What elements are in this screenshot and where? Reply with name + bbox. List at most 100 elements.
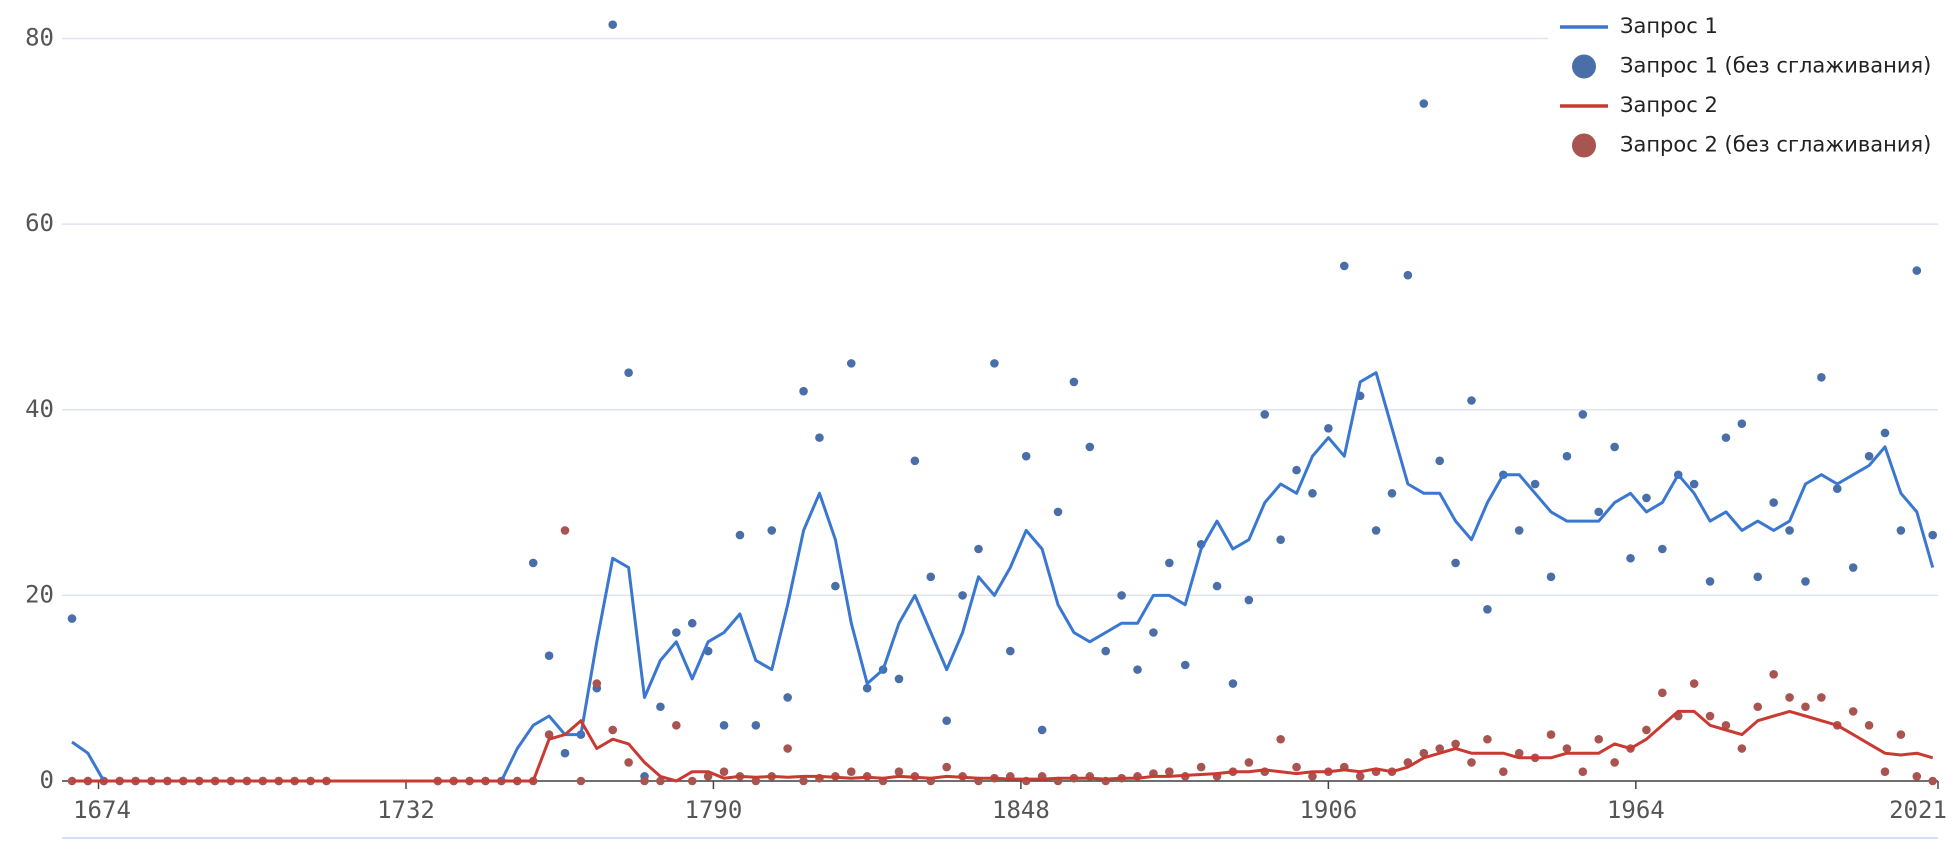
data-point: [894, 767, 904, 777]
data-point: [1785, 526, 1794, 535]
data-point: [846, 359, 856, 368]
data-point: [1499, 767, 1508, 777]
data-point: [1801, 577, 1810, 586]
data-point: [1467, 396, 1476, 405]
data-point: [1483, 605, 1492, 614]
data-point: [926, 572, 936, 582]
data-point: [67, 614, 77, 623]
data-point: [1165, 558, 1174, 568]
data-point: [1562, 451, 1572, 461]
data-point: [1880, 428, 1890, 438]
data-point: [1514, 526, 1524, 535]
x-tick-label: 1674: [73, 796, 131, 824]
data-point: [1514, 748, 1524, 758]
data-point: [592, 679, 602, 688]
data-point: [719, 767, 729, 777]
data-point: [958, 591, 967, 600]
data-point: [1546, 730, 1556, 739]
data-point: [974, 544, 983, 554]
legend-dot: [1572, 133, 1596, 158]
data-point: [910, 456, 920, 466]
data-point: [1387, 489, 1397, 498]
data-point: [1594, 507, 1604, 517]
data-point: [1435, 744, 1444, 753]
data-point: [767, 526, 777, 535]
data-point: [1801, 702, 1810, 712]
data-point: [1021, 451, 1031, 461]
data-point: [576, 776, 586, 786]
data-point: [1880, 767, 1890, 777]
data-point: [1737, 419, 1747, 429]
data-point: [751, 721, 761, 730]
y-tick-label: 20: [25, 580, 54, 608]
data-point: [1785, 693, 1794, 702]
data-point: [1705, 577, 1715, 586]
series-line: [72, 709, 1934, 783]
x-tick-label: 1732: [377, 796, 435, 824]
data-point: [990, 359, 999, 368]
data-point: [1260, 410, 1270, 419]
x-tick-label: 1906: [1299, 796, 1357, 824]
data-point: [560, 748, 570, 758]
data-point: [1610, 442, 1619, 452]
data-point: [1419, 748, 1429, 758]
data-point: [560, 526, 570, 535]
data-point: [1848, 563, 1858, 572]
data-point: [1769, 669, 1778, 679]
x-tick-label: 1848: [992, 796, 1050, 824]
y-tick-label: 60: [25, 209, 54, 237]
data-point: [1228, 679, 1238, 688]
data-point: [1276, 535, 1285, 545]
data-point: [1817, 372, 1826, 382]
data-point: [783, 693, 792, 702]
data-point: [1308, 772, 1317, 781]
data-point: [1848, 707, 1858, 716]
data-point: [815, 433, 824, 442]
data-point: [751, 776, 761, 786]
data-point: [1308, 489, 1317, 498]
legend: Запрос 1 Запрос 1 (без сглаживания) Запрос…: [1548, 4, 1956, 166]
data-point: [687, 776, 697, 786]
data-point: [608, 20, 618, 29]
data-point: [528, 558, 538, 568]
data-point: [1165, 767, 1174, 777]
data-point: [672, 628, 681, 637]
data-point: [687, 618, 697, 628]
data-point: [1244, 758, 1254, 767]
data-point: [1864, 451, 1874, 461]
data-point: [799, 386, 808, 396]
data-point: [1642, 493, 1651, 503]
data-point: [1721, 433, 1731, 442]
data-point: [1133, 665, 1142, 674]
data-point: [1212, 581, 1222, 591]
data-point: [1292, 762, 1301, 772]
data-point: [1435, 456, 1444, 466]
data-point: [846, 767, 856, 777]
data-point: [672, 721, 681, 730]
data-point: [1546, 572, 1556, 582]
data-point: [544, 730, 554, 739]
data-point: [1403, 270, 1413, 280]
y-tick-label: 80: [25, 24, 54, 52]
data-point: [1689, 679, 1699, 688]
data-point: [1753, 702, 1763, 712]
data-point: [1817, 693, 1826, 702]
data-point: [1467, 758, 1476, 767]
data-point: [1292, 465, 1301, 475]
legend-label: Запрос 2: [1620, 93, 1718, 117]
data-point: [1324, 424, 1333, 433]
data-point: [1339, 261, 1349, 271]
series-line: [71, 371, 1935, 783]
data-point: [1658, 544, 1667, 554]
data-point: [1085, 442, 1095, 452]
data-point: [1753, 572, 1763, 582]
data-point: [656, 702, 665, 712]
data-point: [1912, 772, 1922, 781]
data-point: [1069, 377, 1079, 387]
data-point: [1053, 507, 1063, 517]
data-point: [831, 581, 840, 591]
data-point: [1832, 484, 1842, 493]
data-point: [1180, 660, 1190, 670]
